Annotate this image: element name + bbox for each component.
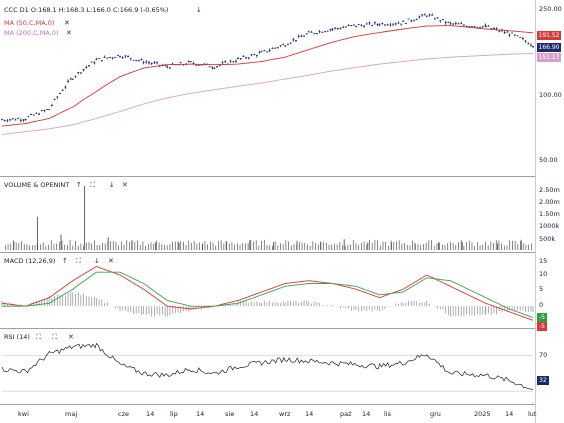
price-axis-tick: 250.00 (539, 5, 562, 13)
close-icon[interactable]: ✕ (122, 181, 128, 189)
rsi-line (1, 342, 534, 390)
axis-separator (535, 0, 536, 423)
close-icon[interactable]: ✕ (66, 29, 72, 37)
price-axis-tick: 100.00 (539, 91, 562, 99)
rsi-pane-title: RSI (14) (4, 333, 30, 341)
macd-axis-tick: 0 (539, 301, 544, 309)
ma200-legend-label: MA (200,C,MA,0) (4, 29, 59, 37)
time-axis-label: 14 (362, 410, 371, 418)
up-arrow-icon[interactable]: ↑ (62, 257, 68, 265)
ma200-line (1, 53, 534, 135)
rsi-pane-label: RSI (14) (4, 333, 30, 341)
rsi-axis-tick: 70 (539, 351, 548, 359)
time-axis-label: wrz (279, 410, 291, 418)
close-icon[interactable]: ✕ (108, 257, 114, 265)
time-axis-label: lip (170, 410, 178, 418)
macd-pane-label: MACD (12,26,9) (4, 257, 56, 265)
window-icon[interactable]: ⛶ (36, 333, 41, 341)
signal-line (2, 271, 534, 318)
time-axis-label: 14 (305, 410, 314, 418)
time-axis-label: paź (340, 410, 352, 418)
pane-separator[interactable] (0, 176, 535, 177)
volume-axis-tick: 2.00m (539, 198, 560, 206)
price-axis-tick: 50.00 (539, 156, 558, 164)
window-icon[interactable]: ⛶ (76, 257, 81, 265)
macd-axis-tick: 10 (539, 270, 548, 278)
volume-pane-label: VOLUME & OPENINT (4, 181, 70, 189)
ma50-legend[interactable]: MA (50,C,MA,0) (4, 19, 54, 27)
symbol-ohlc-header: CCC D1 O:168.1 H:168.3 L:166.0 C:166.9 (… (4, 6, 168, 14)
ma50-line (1, 25, 534, 127)
pane-separator[interactable] (0, 252, 535, 253)
time-axis-label: lis (384, 410, 391, 418)
macd-line (1, 266, 534, 321)
rsi-value-box: 32 (537, 376, 549, 385)
ma50-price-box: 191.52 (537, 31, 561, 40)
macd-value-box: -5 (537, 313, 547, 322)
window-icon[interactable]: ⛶ (52, 333, 57, 341)
up-arrow-icon[interactable]: ↑ (76, 181, 82, 189)
down-arrow-icon[interactable]: ↓ (109, 181, 115, 189)
pane-separator (0, 404, 535, 405)
time-axis-label: 14 (196, 410, 205, 418)
close-icon[interactable]: ✕ (64, 19, 70, 27)
time-axis-label: lut (528, 410, 537, 418)
time-axis-label: gru (430, 410, 441, 418)
time-axis-label: kwi (18, 410, 29, 418)
time-axis-label: 2025 (474, 410, 491, 418)
volume-axis-tick: 500k (539, 235, 556, 243)
close-icon[interactable]: ✕ (68, 333, 74, 341)
volume-axis-tick: 1000k (539, 222, 560, 230)
ma50-legend-label: MA (50,C,MA,0) (4, 19, 55, 27)
time-axis-label: sie (225, 410, 235, 418)
pane-separator[interactable] (0, 328, 535, 329)
ma200-price-box: 151.17 (537, 53, 561, 62)
time-axis-label: 14 (505, 410, 514, 418)
time-axis-label: 14 (146, 410, 155, 418)
macd-axis-tick: 15 (539, 257, 548, 265)
ma200-legend[interactable]: MA (200,C,MA,0) (4, 29, 59, 37)
signal-value-box: -5 (537, 322, 547, 331)
down-arrow-icon[interactable]: ↓ (94, 257, 100, 265)
volume-axis-tick: 1.50m (539, 210, 560, 218)
time-axis-label: cze (118, 410, 129, 418)
symbol-ohlc-text: CCC D1 O:168.1 H:168.3 L:166.0 C:166.9 (… (4, 6, 169, 14)
down-arrow-icon[interactable]: ↓ (196, 6, 202, 14)
window-icon[interactable]: ⛶ (90, 181, 95, 189)
time-axis-label: maj (65, 410, 78, 418)
time-axis-label: 14 (250, 410, 259, 418)
volume-pane-title: VOLUME & OPENINT (4, 181, 69, 189)
close-price-box: 166.90 (537, 43, 561, 52)
macd-axis-tick: 5 (539, 285, 544, 293)
volume-axis-tick: 2.50m (539, 186, 560, 194)
macd-pane-title: MACD (12,26,9) (4, 257, 55, 265)
